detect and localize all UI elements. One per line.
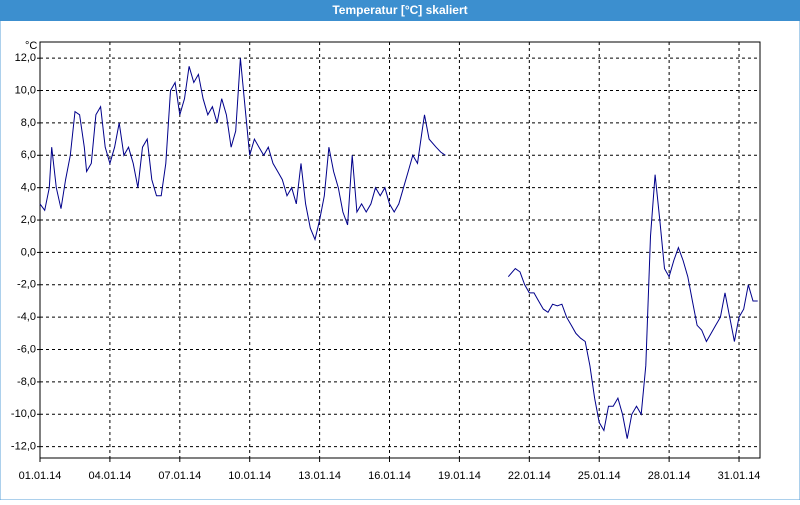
x-tick-label: 04.01.14 [88, 470, 131, 482]
y-tick-label: -6,0 [17, 343, 36, 355]
y-tick-label: -2,0 [17, 279, 36, 291]
y-tick-label: 12,0 [15, 52, 36, 64]
x-tick-label: 16.01.14 [368, 470, 411, 482]
y-tick-label: 2,0 [21, 214, 36, 226]
y-tick-label: 10,0 [15, 84, 36, 96]
x-tick-label: 13.01.14 [298, 470, 341, 482]
data-line [39, 58, 758, 439]
x-tick-label: 19.01.14 [438, 470, 481, 482]
y-tick-label: 8,0 [21, 117, 36, 129]
x-tick-label: 07.01.14 [158, 470, 201, 482]
window-title: Temperatur [°C] skaliert [332, 3, 467, 17]
title-bar [0, 0, 800, 21]
y-tick-label: -4,0 [17, 311, 36, 323]
y-tick-label: 4,0 [21, 182, 36, 194]
x-tick-label: 25.01.14 [578, 470, 621, 482]
x-tick-label: 10.01.14 [228, 470, 271, 482]
y-tick-label: -12,0 [11, 441, 36, 453]
y-unit: °C [25, 40, 37, 52]
y-tick-label: 0,0 [21, 246, 36, 258]
x-tick-label: 31.01.14 [718, 470, 761, 482]
y-tick-label: -8,0 [17, 376, 36, 388]
y-tick-label: -10,0 [11, 408, 36, 420]
x-tick-label: 01.01.14 [19, 470, 62, 482]
x-tick-label: 28.01.14 [648, 470, 691, 482]
x-tick-label: 22.01.14 [508, 470, 551, 482]
plot-frame [39, 41, 761, 459]
y-tick-label: 6,0 [21, 149, 36, 161]
